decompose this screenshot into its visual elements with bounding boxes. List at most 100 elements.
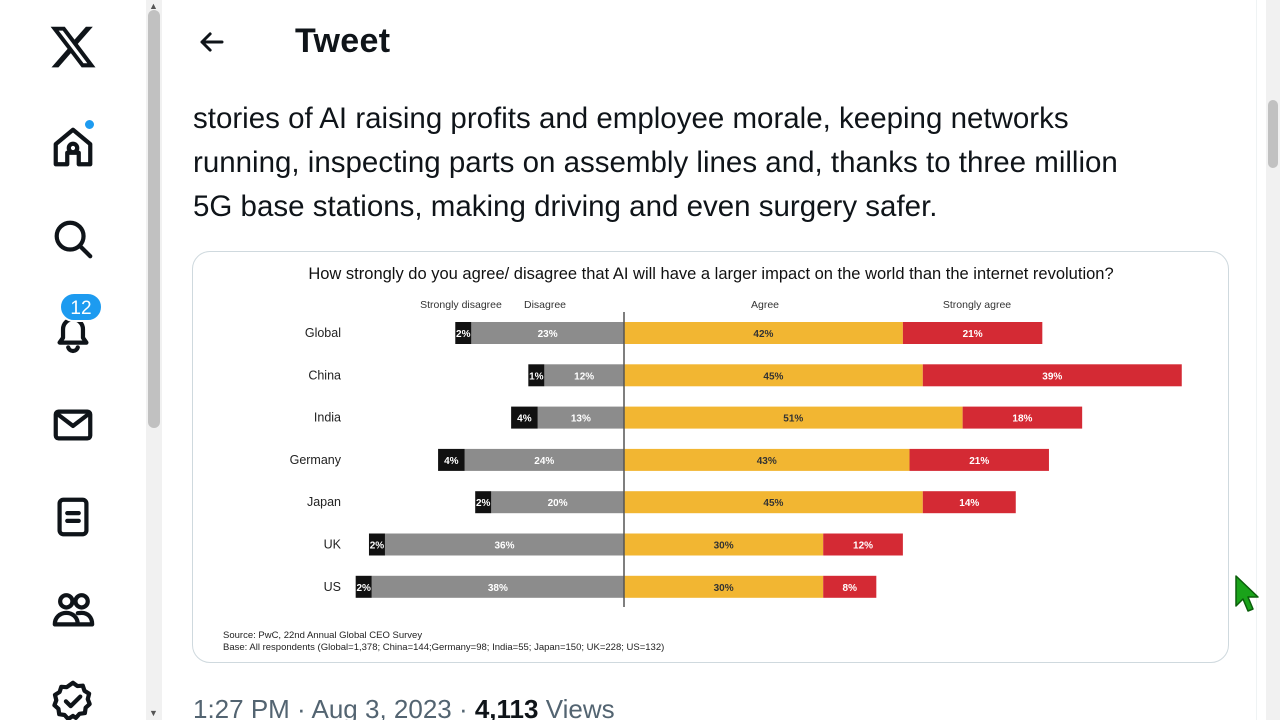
data-label: 18% bbox=[1012, 414, 1032, 425]
data-label: 20% bbox=[548, 498, 568, 509]
category-label: Global bbox=[305, 326, 341, 340]
bar-strongly-disagree bbox=[475, 491, 492, 514]
mouse-cursor-icon bbox=[1235, 575, 1259, 612]
chart-base-note: Base: All respondents (Global=1,378; Chi… bbox=[223, 642, 664, 653]
data-label: 45% bbox=[763, 498, 783, 509]
bar-agree bbox=[624, 448, 910, 471]
bar-disagree bbox=[537, 406, 624, 429]
bar-agree bbox=[624, 322, 903, 344]
tweet-text-line: 5G base stations, making driving and eve… bbox=[193, 190, 938, 223]
bar-agree bbox=[624, 533, 824, 556]
data-label: 14% bbox=[959, 498, 979, 509]
category-label: Japan bbox=[307, 495, 341, 509]
left-scrollbar-thumb[interactable] bbox=[148, 10, 160, 428]
bar-strongly-agree bbox=[823, 533, 903, 556]
data-label: 13% bbox=[571, 414, 591, 425]
bar-strongly-agree bbox=[962, 406, 1083, 429]
bar-disagree bbox=[471, 322, 624, 344]
data-label: 39% bbox=[1042, 371, 1062, 382]
views-label: Views bbox=[538, 694, 615, 720]
chart-source: Source: PwC, 22nd Annual Global CEO Surv… bbox=[223, 630, 422, 641]
data-label: 2% bbox=[456, 329, 471, 340]
data-label: 21% bbox=[963, 329, 983, 340]
column-divider bbox=[1256, 0, 1257, 720]
category-label: UK bbox=[324, 538, 342, 552]
chart-legend: Strongly disagree Disagree Agree Strongly a… bbox=[420, 299, 1011, 311]
bar-strongly-agree bbox=[922, 364, 1182, 387]
tweet-media-chart[interactable]: How strongly do you agree/ disagree that… bbox=[192, 251, 1229, 663]
data-label: 4% bbox=[517, 414, 532, 425]
data-label: 24% bbox=[534, 456, 554, 467]
bar-disagree bbox=[544, 364, 624, 387]
tweet-time[interactable]: 1:27 PM bbox=[193, 694, 290, 720]
unread-dot bbox=[83, 118, 96, 131]
communities-icon[interactable] bbox=[44, 580, 102, 638]
legend-label: Strongly disagree bbox=[420, 299, 502, 311]
category-label: China bbox=[308, 368, 341, 382]
left-scrollbar[interactable]: ▲ ▼ bbox=[146, 0, 162, 720]
chart-rows: Global 23% 2% 42% 21% China 12% 1% 45% 39% India 13… bbox=[290, 322, 1182, 598]
data-label: 21% bbox=[969, 456, 989, 467]
legend-label: Strongly agree bbox=[943, 299, 1011, 311]
arrow-left-icon bbox=[200, 32, 224, 52]
bell-icon[interactable]: 12 bbox=[44, 292, 103, 362]
bar-strongly-disagree bbox=[438, 448, 465, 471]
page-scrollbar-thumb[interactable] bbox=[1268, 100, 1278, 168]
back-button[interactable] bbox=[192, 22, 232, 62]
data-label: 4% bbox=[444, 456, 459, 467]
mail-icon[interactable] bbox=[44, 396, 102, 454]
data-label: 45% bbox=[763, 371, 783, 382]
tweet-text: stories of AI raising profits and employ… bbox=[193, 97, 1233, 229]
data-label: 12% bbox=[853, 541, 873, 552]
category-label: Germany bbox=[290, 453, 342, 467]
search-icon[interactable] bbox=[44, 210, 102, 268]
data-label: 30% bbox=[714, 541, 734, 552]
page-scrollbar[interactable] bbox=[1266, 0, 1280, 720]
bar-agree bbox=[624, 575, 824, 598]
tweet-text-line: running, inspecting parts on assembly li… bbox=[193, 146, 1118, 179]
scroll-up-arrow-icon[interactable]: ▲ bbox=[149, 1, 158, 11]
lists-icon[interactable] bbox=[44, 488, 102, 546]
bar-strongly-disagree bbox=[368, 533, 385, 556]
scroll-down-arrow-icon[interactable]: ▼ bbox=[149, 708, 158, 718]
data-label: 36% bbox=[494, 541, 514, 552]
legend-label: Agree bbox=[751, 299, 779, 311]
tweet-header: Tweet bbox=[162, 0, 1256, 90]
data-label: 2% bbox=[370, 541, 385, 552]
bar-strongly-agree bbox=[902, 322, 1043, 344]
data-label: 2% bbox=[476, 498, 491, 509]
page-title: Tweet bbox=[295, 22, 391, 60]
bar-agree bbox=[624, 364, 923, 387]
bar-strongly-disagree bbox=[511, 406, 538, 429]
data-label: 42% bbox=[753, 329, 773, 340]
chart-title: How strongly do you agree/ disagree that… bbox=[308, 265, 1113, 283]
bar-strongly-agree bbox=[823, 575, 877, 598]
views-count: 4,113 bbox=[474, 694, 539, 720]
meta-separator: · bbox=[289, 694, 312, 720]
data-label: 30% bbox=[714, 583, 734, 594]
notification-badge: 12 bbox=[59, 292, 103, 322]
meta-separator: · bbox=[451, 694, 475, 720]
category-label: India bbox=[314, 411, 341, 425]
bar-strongly-disagree bbox=[455, 322, 472, 344]
category-label: US bbox=[324, 580, 341, 594]
tweet-date[interactable]: Aug 3, 2023 bbox=[311, 694, 452, 720]
data-label: 1% bbox=[529, 371, 544, 382]
left-nav: 12 bbox=[0, 0, 146, 720]
data-label: 12% bbox=[574, 371, 594, 382]
x-logo-icon[interactable] bbox=[44, 18, 102, 76]
bar-strongly-agree bbox=[922, 491, 1016, 514]
bar-agree bbox=[624, 406, 963, 429]
bar-strongly-disagree bbox=[355, 575, 372, 598]
verified-icon[interactable] bbox=[44, 672, 102, 720]
data-label: 8% bbox=[843, 583, 858, 594]
bar-disagree bbox=[464, 448, 624, 471]
bar-strongly-disagree bbox=[528, 364, 545, 387]
data-label: 38% bbox=[488, 583, 508, 594]
tweet-text-line: stories of AI raising profits and employ… bbox=[193, 102, 1069, 135]
tweet-meta: 1:27 PM · Aug 3, 2023 · 4,113 Views bbox=[193, 694, 615, 720]
bar-disagree bbox=[371, 575, 624, 598]
legend-label: Disagree bbox=[524, 299, 566, 311]
home-icon[interactable] bbox=[44, 118, 102, 176]
data-label: 51% bbox=[783, 414, 803, 425]
